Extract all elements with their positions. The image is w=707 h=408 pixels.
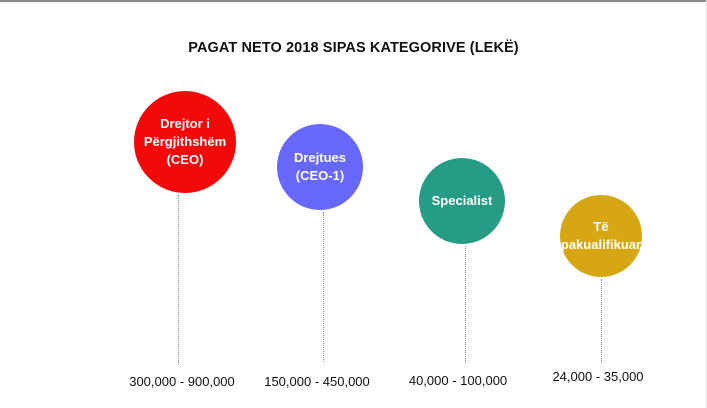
category-circle-unqualified: Të pakualifikuar [560, 195, 642, 277]
category-circle-ceo-1: Drejtues (CEO-1) [277, 124, 363, 210]
connector-line-specialist [465, 246, 466, 363]
category-circle-ceo: Drejtor i Përgjithshëm (CEO) [134, 91, 236, 193]
diagram-title: PAGAT NETO 2018 SIPAS KATEGORIVE (LEKË) [188, 40, 519, 56]
salary-range-specialist: 40,000 - 100,000 [408, 373, 508, 388]
connector-line-unqualified [601, 279, 602, 363]
salary-range-ceo: 300,000 - 900,000 [129, 374, 235, 389]
top-border [0, 0, 707, 2]
salary-range-ceo-1: 150,000 - 450,000 [264, 374, 370, 389]
category-circle-specialist: Specialist [419, 158, 505, 244]
connector-line-ceo-1 [323, 212, 324, 362]
salary-range-unqualified: 24,000 - 35,000 [552, 369, 644, 384]
connector-line-ceo [178, 195, 179, 365]
